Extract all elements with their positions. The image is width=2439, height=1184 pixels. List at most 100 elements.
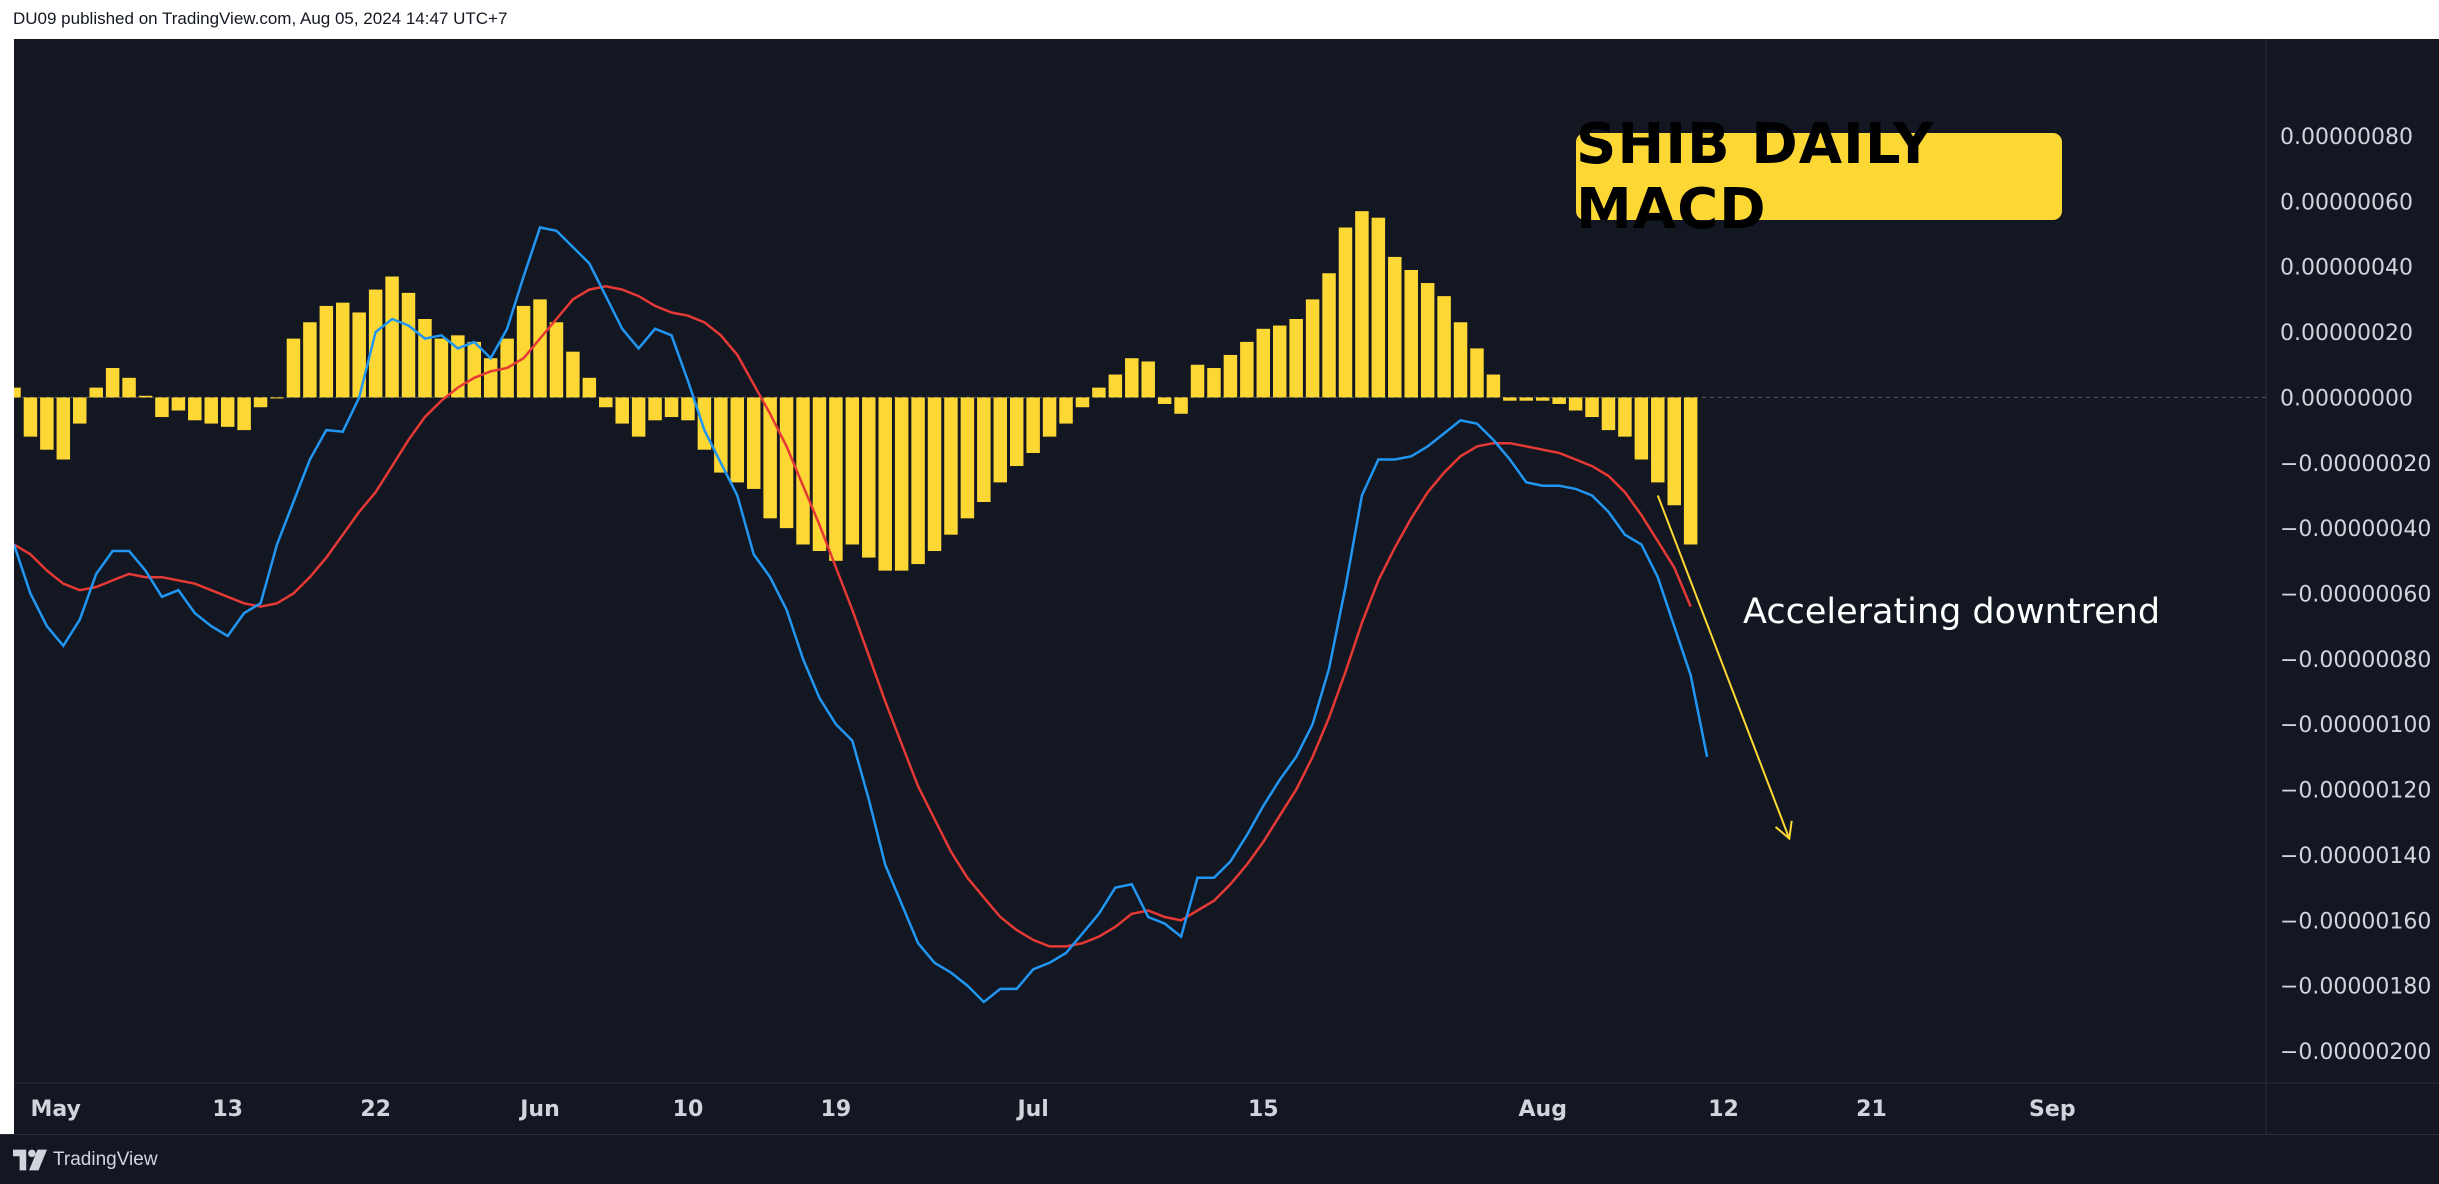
histogram-bar (944, 397, 958, 535)
histogram-bar (1503, 397, 1517, 401)
x-tick-label: 10 (673, 1097, 704, 1122)
y-tick-label: −0.00000180 (2280, 975, 2431, 1000)
histogram-bar (483, 358, 498, 398)
macd-line (14, 226, 1709, 1004)
histogram-bar (1059, 397, 1073, 424)
histogram-bar (730, 397, 745, 483)
histogram-bar (368, 289, 383, 398)
histogram-bar (1075, 397, 1090, 408)
histogram-bar (188, 397, 202, 421)
histogram-bar (648, 397, 662, 421)
histogram-bar (1453, 322, 1468, 398)
histogram-bar (23, 397, 38, 437)
y-tick-label: −0.00000140 (2280, 844, 2431, 869)
tradingview-logo-icon (13, 1149, 47, 1171)
histogram-bar (14, 387, 21, 398)
histogram-bar (1289, 319, 1303, 398)
tradingview-logo[interactable]: TradingView (13, 1148, 158, 1172)
histogram-bar (171, 397, 186, 411)
histogram-bar (1601, 397, 1616, 431)
top-bar: DU09 published on TradingView.com, Aug 0… (0, 0, 2439, 39)
histogram-bar (615, 397, 629, 424)
y-axis-labels: 0.00000080 0.00000060 0.00000040 0.00000020… (2280, 125, 2431, 1065)
histogram-bar (796, 397, 810, 545)
histogram-bar (1404, 269, 1418, 398)
histogram-bar (1009, 397, 1024, 467)
histogram-bar (1470, 348, 1484, 398)
histogram-bar (845, 397, 860, 545)
histogram-bar (1322, 273, 1336, 398)
y-tick-label: 0.00000060 (2280, 190, 2413, 215)
histogram-bar (89, 387, 103, 398)
histogram-bar (336, 302, 350, 398)
x-axis-labels: May 13 22 Jun 10 19 Jul 15 Aug 12 21 Sep (30, 1097, 2075, 1122)
histogram-bar (105, 368, 120, 398)
histogram-bar (1108, 374, 1123, 398)
histogram-bar (829, 397, 843, 561)
histogram-bar (1190, 364, 1205, 398)
y-tick-label: −0.00000080 (2280, 648, 2431, 673)
histogram-bar (1256, 328, 1271, 398)
histogram-bar (401, 292, 416, 398)
histogram-bar (1240, 341, 1254, 398)
histogram-bar (385, 276, 399, 398)
brand-name: TradingView (53, 1149, 158, 1170)
histogram-bar (319, 305, 334, 398)
histogram-bar (746, 397, 761, 489)
histogram-bar (237, 397, 251, 431)
histogram-bar (40, 397, 54, 450)
histogram-bar (204, 397, 218, 424)
x-tick-label: 21 (1856, 1097, 1887, 1122)
x-tick-label: Jun (518, 1097, 560, 1122)
arrow-shaft (1656, 495, 1791, 839)
histogram-bar (566, 351, 580, 398)
histogram-bar (1535, 397, 1550, 401)
histogram-bar (1486, 374, 1501, 398)
histogram-bar (533, 299, 547, 398)
y-tick-label: 0.00000000 (2280, 386, 2413, 411)
y-tick-label: −0.00000060 (2280, 583, 2431, 608)
histogram-bar (1420, 283, 1435, 398)
histogram-bar (1272, 325, 1287, 398)
histogram-bar (763, 397, 777, 519)
histogram-bar (1305, 299, 1320, 398)
histogram-bar (1552, 397, 1566, 404)
histogram-bar (1667, 397, 1681, 506)
x-tick-label: Jul (1015, 1097, 1048, 1122)
histogram-bar (434, 338, 449, 398)
x-tick-label: May (30, 1097, 80, 1122)
chart-title-badge: SHIB DAILY MACD (1576, 112, 2062, 242)
histogram-bars (14, 211, 1698, 571)
histogram-bar (1371, 217, 1386, 398)
histogram-bar (1141, 361, 1155, 398)
y-tick-label: −0.00000160 (2280, 909, 2431, 934)
histogram-bar (1519, 397, 1534, 401)
histogram-bar (122, 377, 136, 398)
y-tick-label: 0.00000020 (2280, 321, 2413, 346)
histogram-bar (286, 338, 301, 398)
x-tick-label: 22 (360, 1097, 391, 1122)
histogram-bar (303, 322, 317, 398)
histogram-bar (1223, 354, 1238, 398)
y-tick-label: −0.00000040 (2280, 517, 2431, 542)
histogram-bar (878, 397, 892, 571)
y-tick-label: −0.00000200 (2280, 1040, 2431, 1065)
annotation-text: Accelerating downtrend (1743, 592, 2161, 632)
histogram-bar (1042, 397, 1057, 437)
annotation-arrow (1656, 495, 1793, 841)
histogram-bar (1388, 256, 1402, 398)
histogram-bar (1634, 397, 1649, 460)
macd-chart[interactable]: 0.00000080 0.00000060 0.00000040 0.00000020… (14, 39, 2439, 1134)
histogram-bar (599, 397, 613, 408)
histogram-bar (155, 397, 169, 418)
histogram-bar (911, 397, 925, 565)
histogram-bar (1568, 397, 1583, 411)
chart-area[interactable]: 0.00000080 0.00000060 0.00000040 0.00000020… (14, 39, 2439, 1134)
histogram-bar (467, 341, 482, 398)
histogram-bar (681, 397, 695, 421)
x-tick-label: 12 (1708, 1097, 1739, 1122)
histogram-bar (451, 335, 465, 398)
histogram-bar (960, 397, 975, 519)
y-tick-label: −0.00000100 (2280, 713, 2431, 738)
histogram-bar (1092, 387, 1106, 398)
